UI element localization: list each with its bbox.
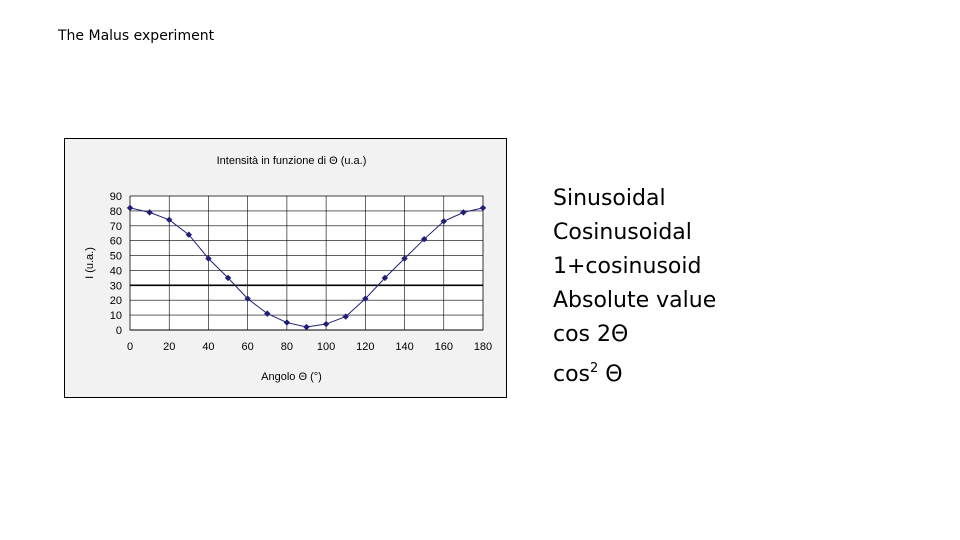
data-point — [146, 209, 153, 216]
plot-area — [129, 195, 484, 331]
option-one-plus-cosinusoid: 1+cosinusoid — [553, 254, 702, 279]
data-point — [479, 204, 487, 212]
option-sinusoidal: Sinusoidal — [553, 186, 666, 211]
x-tick-label: 60 — [242, 341, 254, 353]
answer-options: Sinusoidal Cosinusoidal 1+cosinusoid Abs… — [553, 182, 716, 392]
malus-chart: 0 10 20 30 40 50 60 70 80 90 0 20 40 60 80 100 120 140 160… — [84, 155, 492, 383]
data-point — [342, 313, 349, 320]
data-point — [303, 323, 310, 331]
y-tick-label: 10 — [110, 310, 122, 322]
x-tick-label: 0 — [127, 341, 133, 353]
option-cos-squared-theta-symbol: Θ — [598, 362, 623, 387]
x-tick-label: 40 — [202, 341, 214, 353]
y-axis-label: I (u.a.) — [84, 247, 96, 279]
data-point — [126, 204, 134, 212]
x-tick-label: 80 — [281, 341, 293, 353]
option-cosinusoidal: Cosinusoidal — [553, 220, 692, 245]
y-tick-label: 80 — [110, 206, 122, 218]
chart-title: Intensità in funzione di Θ (u.a.) — [217, 155, 367, 167]
y-tick-label: 20 — [110, 295, 122, 307]
data-point — [322, 320, 330, 328]
data-point — [205, 255, 212, 262]
x-tick-label: 180 — [474, 341, 492, 353]
x-tick-label: 20 — [163, 341, 175, 353]
option-cos-2theta: cos 2Θ — [553, 322, 629, 347]
y-tick-label: 0 — [116, 325, 122, 337]
data-point — [401, 255, 408, 262]
data-point — [244, 295, 251, 302]
x-tick-label: 100 — [317, 341, 335, 353]
option-cos-squared-base: cos — [553, 362, 591, 387]
data-point — [440, 218, 447, 225]
x-tick-label: 140 — [395, 341, 413, 353]
slide-title: The Malus experiment — [58, 28, 215, 44]
data-point — [362, 295, 369, 302]
data-point — [420, 235, 428, 243]
chart-frame: 0 10 20 30 40 50 60 70 80 90 0 20 40 60 80 100 120 140 160… — [64, 138, 507, 398]
x-tick-label: 120 — [356, 341, 374, 353]
y-tick-label: 60 — [110, 236, 122, 248]
option-cos-squared-exponent: 2 — [590, 361, 599, 376]
y-tick-label: 70 — [110, 221, 122, 233]
y-tick-label: 30 — [110, 280, 122, 292]
x-axis-label: Angolo Θ (°) — [261, 371, 322, 383]
y-tick-label: 40 — [110, 265, 122, 277]
data-point — [224, 274, 232, 282]
data-point — [166, 216, 173, 224]
y-tick-label: 90 — [110, 191, 122, 203]
option-cos-squared-theta: cos2 Θ — [553, 352, 716, 392]
x-tick-label: 160 — [435, 341, 453, 353]
option-absolute-value: Absolute value — [553, 288, 717, 313]
data-point — [185, 231, 193, 238]
y-tick-label: 50 — [110, 251, 122, 263]
data-point — [283, 319, 291, 326]
